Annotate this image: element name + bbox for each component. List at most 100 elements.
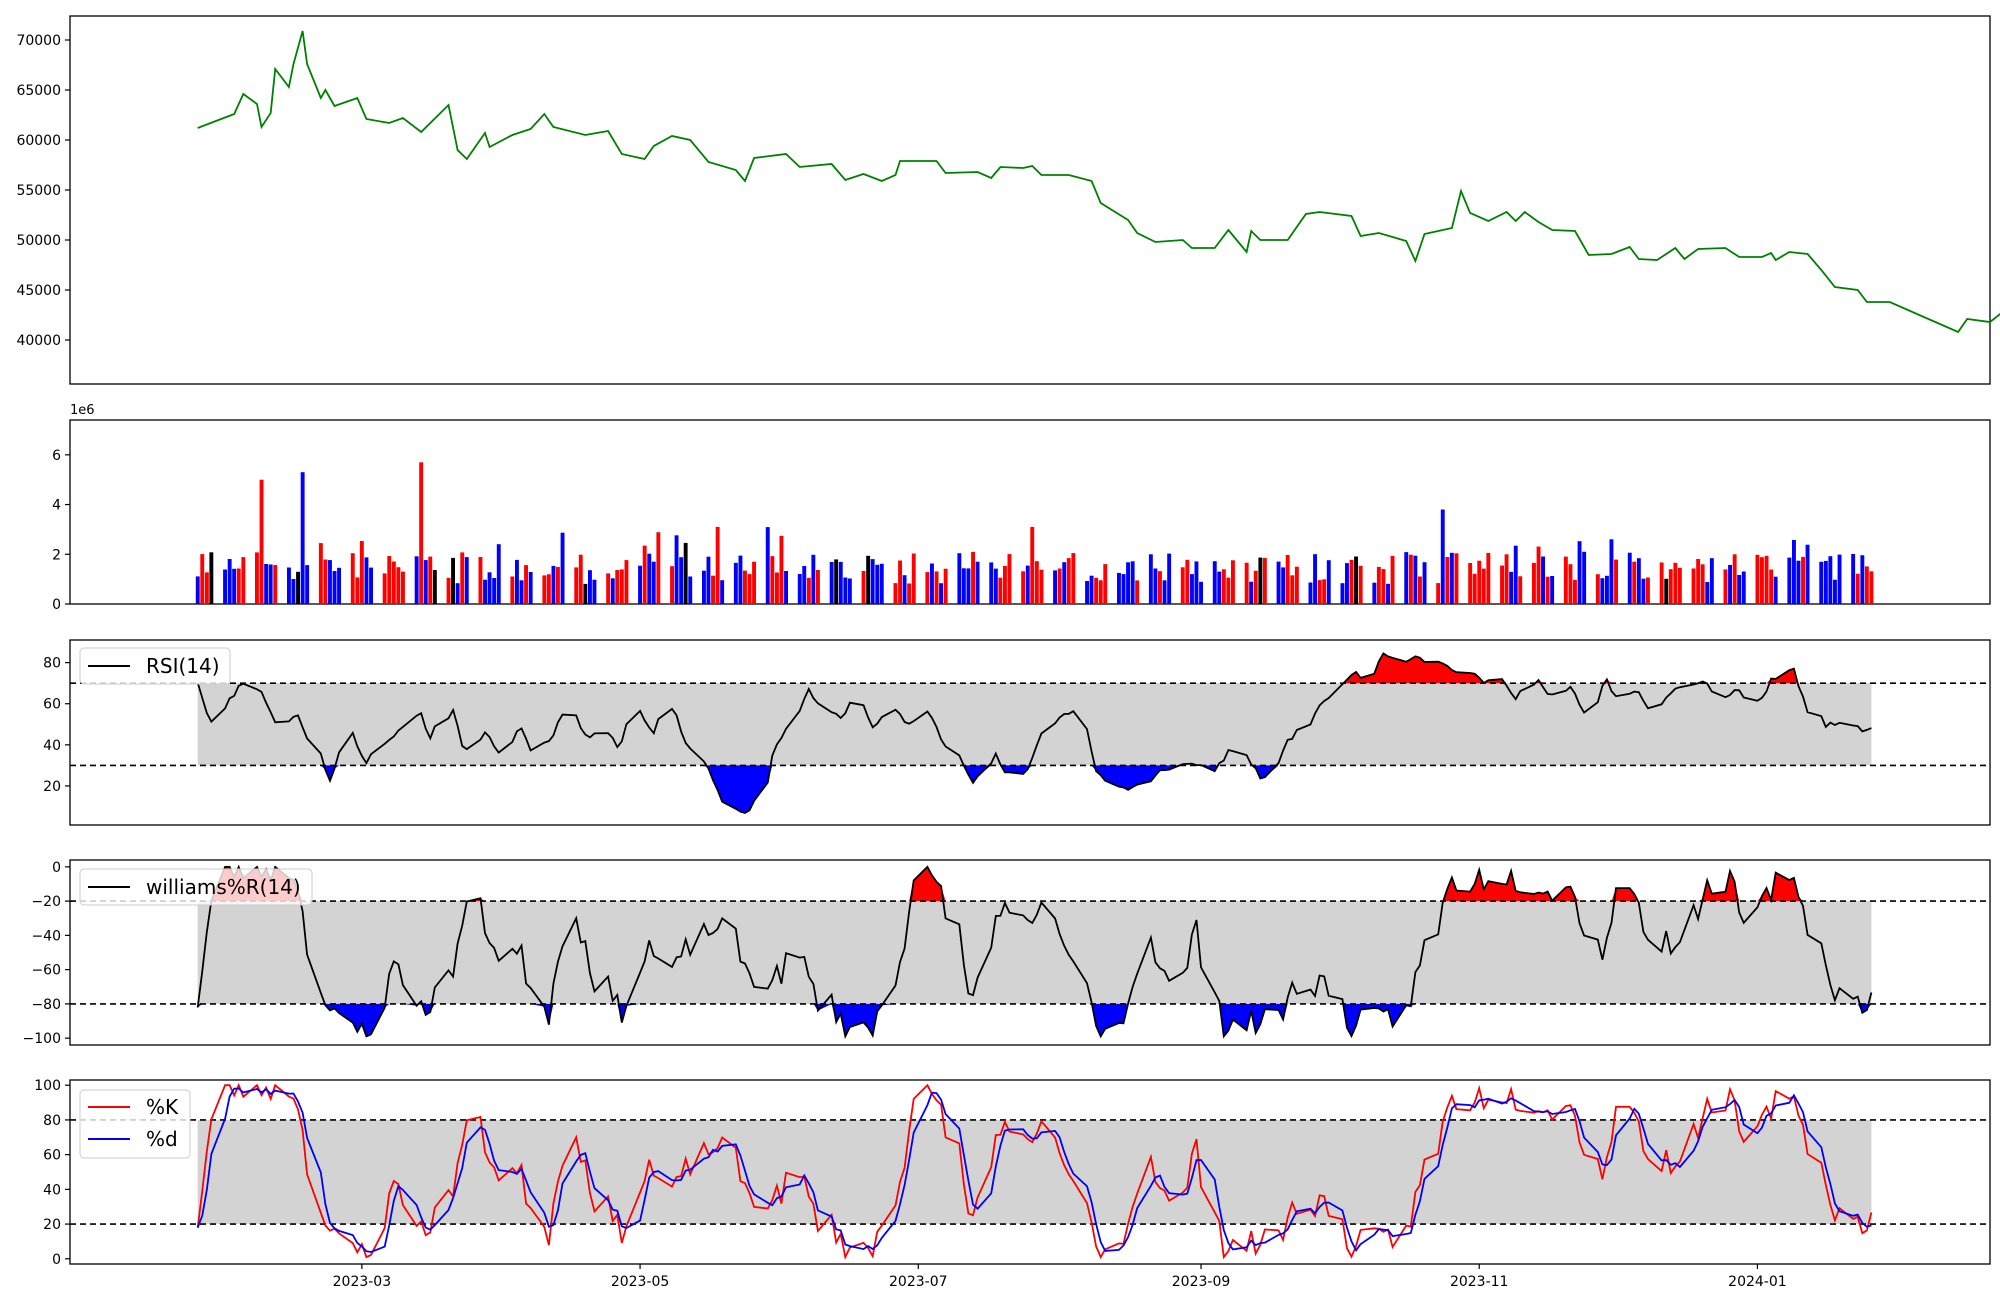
stoch-y-ticks: 0 20 40 60 80 100	[34, 1078, 70, 1268]
volume-bar	[1153, 568, 1158, 604]
volume-bar	[1039, 569, 1044, 604]
volume-bar	[1833, 579, 1837, 604]
volume-bar	[1673, 562, 1678, 604]
volume-bar	[847, 578, 852, 604]
volume-bar	[679, 557, 684, 604]
volume-bar	[806, 577, 811, 604]
volume-bar	[898, 560, 902, 604]
volume-bar	[1605, 575, 1609, 604]
volume-bar	[291, 579, 296, 604]
volume-bar	[651, 561, 656, 604]
rsi-legend-label: RSI(14)	[146, 654, 220, 678]
volume-bar	[1828, 556, 1833, 604]
volume-bar	[1709, 558, 1714, 604]
volume-bar	[1313, 554, 1317, 604]
volume-bar	[1440, 509, 1445, 604]
volume-bar	[460, 552, 465, 604]
volume-bar	[1851, 554, 1856, 604]
volume-bar	[1755, 554, 1760, 604]
price-plot	[197, 30, 2000, 334]
volume-bar	[1805, 544, 1810, 604]
volume-bar	[483, 579, 487, 604]
volume-bar	[355, 577, 360, 604]
volume-bar	[1614, 559, 1618, 604]
williams-line	[196, 864, 1873, 1040]
volume-bar	[391, 561, 396, 604]
stoch-ytick-label: 80	[43, 1113, 61, 1129]
volume-bar	[1577, 541, 1582, 604]
volume-bar	[615, 570, 620, 604]
volume-bar	[332, 571, 337, 604]
volume-bar	[957, 553, 962, 604]
volume-bar	[1408, 554, 1413, 604]
volume-bar	[542, 575, 547, 604]
volume-bar	[911, 553, 916, 604]
date-x-ticks: 2023-03 2023-05 2023-07 2023-09 2023-11 2024-…	[333, 1264, 1787, 1290]
volume-bar	[1728, 564, 1732, 604]
volume-bar	[939, 583, 943, 604]
volume-bar	[943, 568, 948, 604]
volume-bar	[195, 576, 200, 604]
volume-bar	[1376, 566, 1381, 604]
volume-bar	[784, 571, 788, 604]
stoch-legend: %K %d	[79, 1089, 191, 1159]
volume-bar	[797, 574, 802, 604]
volume-bar	[642, 545, 647, 604]
volume-bar	[1167, 553, 1172, 604]
rsi-line	[196, 652, 1872, 814]
volume-bar	[241, 557, 246, 604]
volume-ytick-label: 4	[52, 498, 61, 514]
volume-bar	[1194, 561, 1199, 604]
volume-bar	[487, 572, 492, 604]
rsi-legend: RSI(14)	[79, 647, 231, 685]
volume-bar	[369, 567, 373, 604]
volume-bar	[733, 562, 738, 604]
volume-bar	[715, 526, 720, 604]
volume-bar	[1281, 567, 1286, 604]
volume-bar	[975, 561, 980, 604]
volume-bar	[934, 571, 939, 604]
volume-bar	[1864, 566, 1869, 604]
williams-ytick-label: −80	[31, 997, 61, 1013]
volume-bar	[1541, 556, 1545, 604]
volume-bar	[1696, 559, 1701, 604]
volume-bar	[1089, 575, 1094, 604]
volume-bar	[432, 570, 437, 604]
price-ytick-label: 70000	[16, 33, 61, 49]
volume-bar	[993, 568, 998, 604]
volume-bar	[743, 570, 747, 604]
volume-axes-frame	[69, 419, 1991, 605]
volume-bar	[1276, 561, 1281, 604]
volume-bar	[925, 572, 930, 604]
volume-bar	[619, 569, 624, 604]
volume-bar	[1253, 570, 1258, 604]
volume-bar	[647, 553, 652, 604]
volume-bar	[1007, 554, 1012, 604]
williams-ytick-label: −100	[23, 1031, 61, 1047]
volume-bar	[1249, 581, 1254, 604]
williams-ytick-label: 0	[52, 860, 61, 876]
williams-legend-box	[79, 868, 313, 906]
volume-bar	[387, 556, 392, 604]
volume-bar	[870, 559, 875, 604]
volume-bar	[1094, 577, 1099, 604]
volume-bar	[1659, 562, 1664, 604]
volume-bar	[1513, 545, 1518, 604]
volume-bar	[1445, 557, 1450, 604]
volume-bar	[1322, 579, 1327, 604]
volume-bar	[428, 556, 433, 604]
volume-bar	[966, 568, 971, 604]
volume-bars	[195, 462, 1874, 604]
volume-bar	[1162, 580, 1167, 604]
volume-bar	[1636, 558, 1641, 604]
volume-bar	[1354, 556, 1358, 604]
stoch-ytick-label: 60	[43, 1148, 61, 1164]
volume-bar	[296, 571, 300, 604]
volume-bar	[350, 553, 355, 604]
volume-bar	[223, 569, 227, 604]
volume-bar	[1294, 566, 1299, 604]
volume-bar	[930, 563, 934, 604]
stoch-legend-k-label: %K	[146, 1095, 179, 1119]
volume-bar	[1545, 576, 1550, 604]
williams-plot	[70, 864, 1990, 1040]
